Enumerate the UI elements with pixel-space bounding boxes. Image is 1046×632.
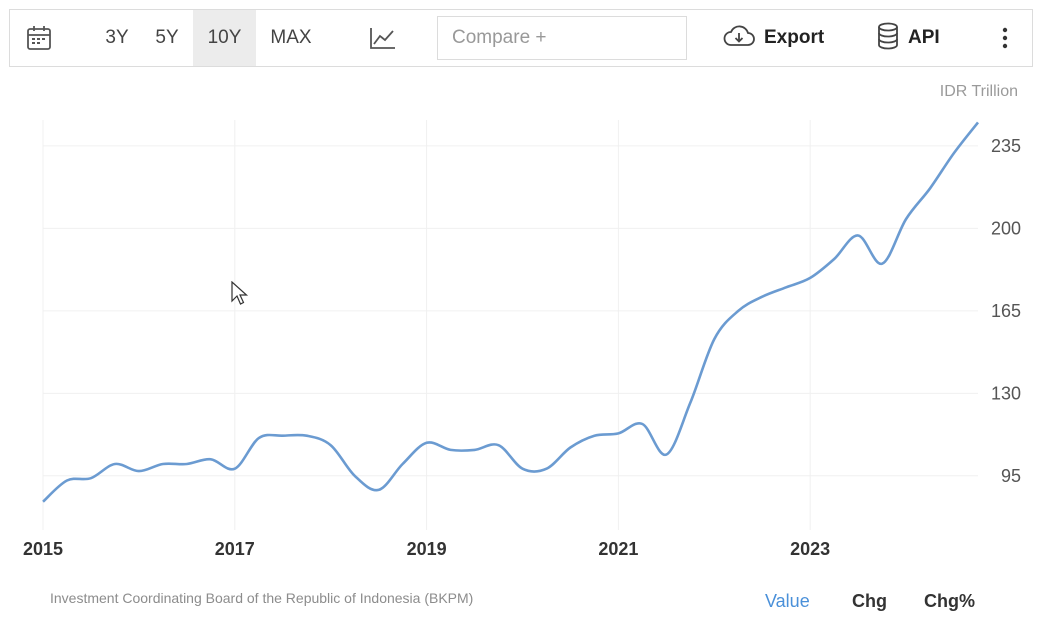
y-tick-label: 235 — [991, 136, 1021, 156]
api-label: API — [908, 27, 940, 48]
compare-input[interactable]: Compare + — [437, 16, 687, 60]
y-tick-label: 130 — [991, 383, 1021, 403]
x-tick-label: 2019 — [407, 539, 447, 559]
line-chart-icon[interactable] — [366, 10, 400, 66]
y-tick-label: 200 — [991, 218, 1021, 238]
range-3y-button[interactable]: 3Y — [105, 27, 129, 48]
export-label: Export — [764, 27, 825, 48]
tab-value[interactable]: Value — [765, 591, 810, 611]
y-axis-unit-label: IDR Trillion — [939, 83, 1018, 100]
series-line — [42, 121, 980, 503]
database-icon — [876, 22, 900, 55]
cloud-download-icon — [722, 24, 756, 53]
chart-toolbar: 3Y 5Y 10Y MAX Compare + Export API — [9, 9, 1033, 67]
export-button[interactable]: Export — [722, 10, 832, 66]
mouse-cursor-icon — [231, 280, 249, 312]
tab-chg-percent[interactable]: Chg% — [924, 591, 975, 611]
api-button[interactable]: API — [876, 10, 966, 66]
tab-chg[interactable]: Chg — [852, 591, 887, 611]
y-tick-label: 95 — [1001, 466, 1021, 486]
x-tick-label: 2017 — [215, 539, 255, 559]
more-vertical-icon[interactable] — [994, 10, 1016, 66]
range-5y-button[interactable]: 5Y — [155, 27, 179, 48]
x-tick-label: 2015 — [23, 539, 63, 559]
x-tick-label: 2023 — [790, 539, 830, 559]
x-tick-label: 2021 — [598, 539, 638, 559]
source-note: Investment Coordinating Board of the Rep… — [50, 590, 474, 606]
calendar-icon[interactable] — [24, 10, 54, 66]
range-max-button[interactable]: MAX — [270, 27, 312, 48]
range-10y-button[interactable]: 10Y — [193, 10, 256, 66]
y-tick-label: 165 — [991, 301, 1021, 321]
